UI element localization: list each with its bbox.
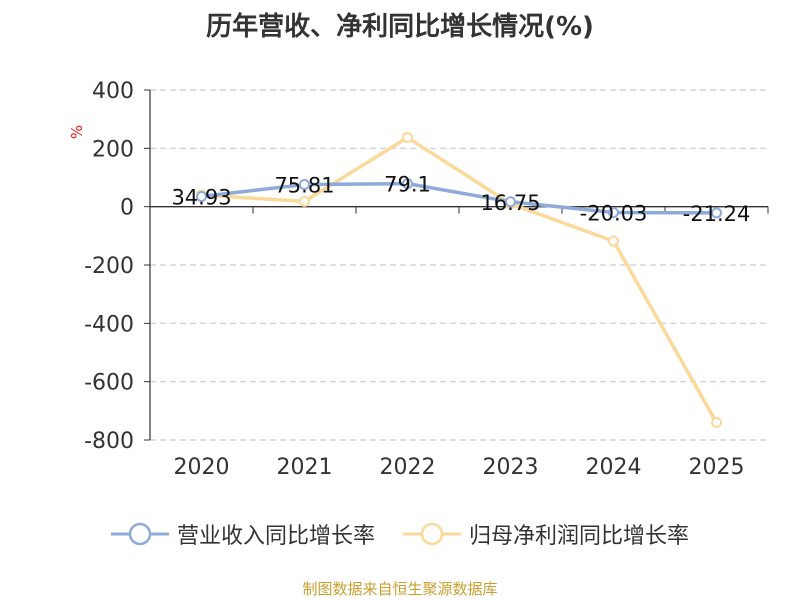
data-point-revenue [505, 196, 516, 208]
data-point-revenue [711, 207, 722, 219]
x-tick-label: 2024 [586, 455, 642, 480]
data-point-revenue [608, 207, 619, 219]
data-point-profit [402, 132, 413, 144]
legend-label-revenue: 营业收入同比增长率 [176, 524, 375, 549]
legend: 营业收入同比增长率 归母净利润同比增长率 [0, 518, 800, 550]
y-tick-label: -200 [84, 254, 134, 279]
y-tick-label: 200 [92, 137, 134, 162]
data-label-revenue: 16.75 [480, 191, 540, 215]
data-label-revenue: 79.1 [384, 173, 431, 197]
data-label-revenue: 75.81 [274, 174, 334, 198]
data-point-profit [608, 235, 619, 247]
x-tick-label: 2021 [277, 455, 333, 480]
y-tick-label: -400 [84, 312, 134, 337]
y-axis-unit: % [68, 125, 86, 139]
y-tick-label: -600 [84, 371, 134, 396]
y-tick-label: -800 [84, 429, 134, 454]
legend-label-profit: 归母净利润同比增长率 [469, 524, 690, 549]
data-label-revenue: -20.03 [580, 202, 648, 226]
legend-swatch-revenue [110, 522, 169, 546]
x-tick-label: 2020 [174, 455, 230, 480]
source-note: 制图数据来自恒生聚源数据库 [302, 580, 498, 598]
data-label-revenue: 34.93 [171, 185, 231, 209]
series-line-profit [201, 135, 719, 424]
data-point-profit [711, 417, 722, 428]
chart-title: 历年营收、净利同比增长情况(%) [206, 12, 594, 42]
series-line-revenue [201, 181, 717, 215]
x-tick-label: 2025 [689, 455, 745, 480]
legend-item-profit-growth[interactable]: 归母净利润同比增长率 [403, 518, 689, 550]
x-tick-label: 2023 [483, 455, 539, 480]
legend-swatch-profit [403, 522, 461, 546]
data-point-revenue [402, 178, 413, 190]
legend-item-revenue-growth[interactable]: 营业收入同比增长率 [110, 518, 375, 550]
data-point-revenue [196, 190, 207, 202]
data-point-revenue [299, 179, 310, 191]
data-point-profit [299, 195, 310, 207]
y-tick-label: 0 [120, 196, 134, 221]
data-label-revenue: -21.24 [683, 202, 751, 226]
y-tick-label: 400 [92, 79, 134, 104]
x-tick-label: 2022 [380, 455, 436, 480]
